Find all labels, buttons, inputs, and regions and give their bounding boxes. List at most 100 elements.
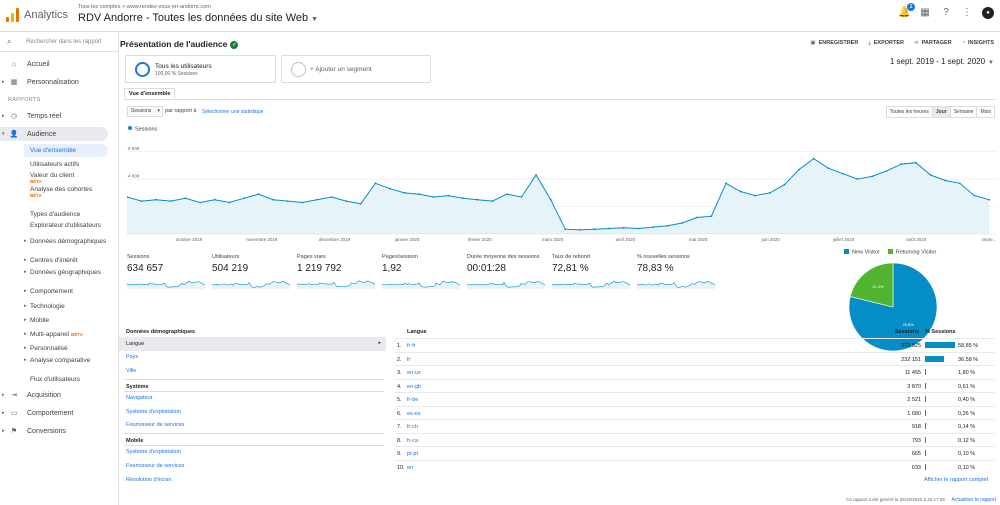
sessions-point[interactable] [637, 227, 640, 230]
language-link[interactable]: pt-pt [407, 451, 419, 457]
sub-user-explorer[interactable]: Explorateur d'utilisateurs [30, 222, 101, 229]
sub-geo[interactable]: ▸ Données géographiques [24, 269, 108, 276]
report-search[interactable]: ⌕ Rechercher dans les rapport [0, 32, 119, 52]
demo-link-browser[interactable]: Navigateur [126, 395, 153, 401]
export-button[interactable]: ⤓ EXPORTER [868, 40, 904, 47]
sessions-point[interactable] [681, 222, 684, 224]
sessions-point[interactable] [535, 174, 537, 176]
avatar[interactable]: ● [982, 7, 994, 19]
sub-technology[interactable]: ▸ Technologie [24, 303, 108, 310]
sessions-point[interactable] [652, 226, 654, 228]
gran-week[interactable]: Semaine [949, 106, 978, 118]
sessions-point[interactable] [929, 174, 932, 176]
language-link[interactable]: fr [407, 356, 411, 363]
language-link[interactable]: fr-ca [407, 437, 418, 444]
sessions-point[interactable] [374, 182, 377, 185]
language-link[interactable]: en-us [407, 370, 421, 376]
metric-card[interactable]: Durée moyenne des sessions 00:01:28 [467, 254, 551, 294]
sessions-point[interactable] [389, 187, 391, 190]
sub-demographics[interactable]: ▸ Données démographiques [24, 238, 108, 245]
sessions-point[interactable] [973, 194, 976, 197]
sessions-point[interactable] [462, 197, 464, 200]
sessions-point[interactable] [739, 190, 742, 193]
demo-link-isp[interactable]: Fournisseur de services [126, 422, 185, 428]
language-link[interactable]: fr-fr [407, 343, 416, 349]
demo-link-country[interactable]: Pays [126, 354, 139, 360]
sessions-point[interactable] [695, 216, 698, 219]
more-vert-icon[interactable]: ⋮ [962, 7, 972, 18]
metric-card[interactable]: Utilisateurs 504 219 [212, 254, 296, 294]
select-metric-link[interactable]: Sélectionner une statistique [202, 109, 264, 115]
sub-interests[interactable]: ▸ Centres d'intérêt [24, 257, 108, 264]
view-selector[interactable]: RDV Andorre - Toutes les données du site… [78, 12, 318, 24]
sessions-point[interactable] [710, 215, 713, 218]
metric-card[interactable]: Sessions 634 657 [127, 254, 211, 294]
nav-realtime[interactable]: ▸ ◷ Temps réel [2, 112, 62, 121]
sessions-point[interactable] [915, 161, 917, 164]
sub-lifetime-value[interactable]: Valeur du client BÊTA [30, 172, 108, 184]
sessions-point[interactable] [199, 201, 201, 204]
sessions-point[interactable] [768, 192, 771, 194]
sub-users-flow[interactable]: Flux d'utilisateurs [30, 376, 81, 383]
language-link[interactable]: fr-be [407, 397, 419, 403]
language-link[interactable]: fr-ch [407, 424, 418, 430]
refresh-report-link[interactable]: Actualiser le rapport [951, 497, 996, 503]
demo-link-city[interactable]: Ville [126, 368, 137, 374]
sessions-point[interactable] [666, 224, 669, 227]
sessions-point[interactable] [330, 196, 333, 198]
language-link[interactable]: en-gb [407, 383, 422, 390]
nav-home[interactable]: ⌂ Accueil [0, 57, 108, 71]
sessions-point[interactable] [169, 200, 172, 202]
sessions-point[interactable] [213, 198, 216, 201]
sessions-point[interactable] [944, 179, 947, 182]
full-report-link[interactable]: Afficher le rapport complet [924, 477, 989, 483]
sessions-point[interactable] [988, 198, 990, 201]
nav-audience[interactable]: ▾ 👤 Audience [0, 127, 108, 141]
demo-link-mobile-isp[interactable]: Fournisseur de services [126, 463, 185, 469]
sessions-point[interactable] [549, 198, 552, 201]
sub-behavior[interactable]: ▸ Comportement [24, 288, 108, 295]
metric-card[interactable]: Pages/session 1,92 [382, 254, 466, 294]
app-name[interactable]: Analytics [24, 9, 69, 21]
col-sessions[interactable]: Sessions [895, 329, 920, 335]
insights-button[interactable]: ◔ INSIGHTS [962, 40, 994, 47]
account-breadcrumb[interactable]: Tous les comptes > www.rendez-vous-en-an… [78, 4, 211, 10]
sessions-point[interactable] [754, 194, 757, 197]
metric-card[interactable]: Pages vues 1 219 792 [297, 254, 381, 294]
sessions-point[interactable] [798, 168, 800, 171]
sessions-point[interactable] [622, 226, 625, 229]
sessions-point[interactable] [359, 202, 362, 205]
search-input[interactable]: Rechercher dans les rapport [26, 39, 102, 45]
nav-personalisation[interactable]: ▸ ▦ Personnalisation [2, 78, 79, 87]
sub-cross-device[interactable]: ▸ Multi-appareil BÊTA [24, 331, 108, 338]
pie-slice[interactable] [849, 262, 894, 308]
sessions-point[interactable] [856, 178, 859, 180]
sessions-point[interactable] [491, 200, 494, 202]
sessions-point[interactable] [228, 201, 231, 204]
sessions-point[interactable] [184, 197, 187, 200]
language-link[interactable]: en [407, 464, 414, 471]
metric-card[interactable]: % nouvelles sessions 78,83 % [637, 254, 721, 294]
help-icon[interactable]: ? [943, 7, 949, 18]
nav-behavior[interactable]: ▸ ▭ Comportement [2, 409, 74, 418]
gran-hourly[interactable]: Toutes les heures [885, 106, 933, 118]
nav-conversions[interactable]: ▸ ⚑ Conversions [2, 427, 66, 436]
apps-grid-icon[interactable]: ▦ [920, 7, 930, 18]
sessions-point[interactable] [316, 198, 318, 201]
add-segment-button[interactable]: + Ajouter un segment [281, 55, 431, 83]
sessions-point[interactable] [476, 198, 479, 201]
sessions-point[interactable] [958, 182, 961, 185]
gran-month[interactable]: Mois [976, 106, 995, 118]
sub-audience-types[interactable]: Types d'audience [30, 211, 81, 218]
pie-slice[interactable] [848, 262, 938, 352]
sessions-point[interactable] [301, 201, 304, 204]
sessions-point[interactable] [345, 200, 348, 202]
gran-day[interactable]: Jour [931, 106, 951, 118]
sessions-point[interactable] [447, 194, 450, 197]
sessions-point[interactable] [127, 196, 128, 198]
sessions-point[interactable] [564, 228, 567, 231]
sub-cohort[interactable]: Analyse des cohortes BÊTA [30, 186, 108, 198]
sessions-point[interactable] [827, 167, 830, 170]
sessions-point[interactable] [608, 227, 610, 230]
date-range-picker[interactable]: 1 sept. 2019 - 1 sept. 2020 ▼ [890, 57, 994, 66]
